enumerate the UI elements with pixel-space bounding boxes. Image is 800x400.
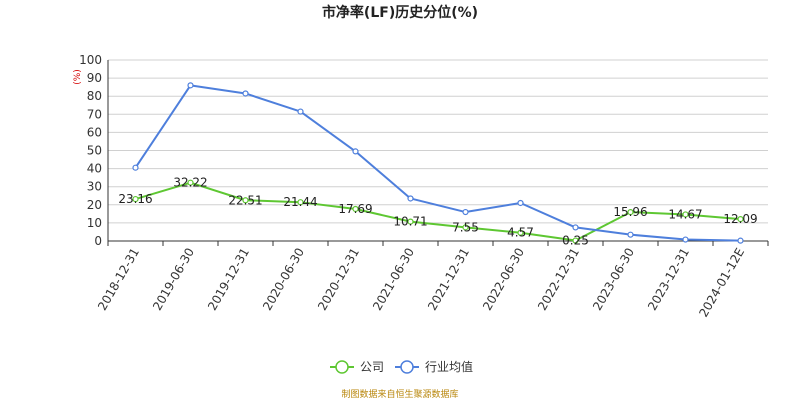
data-label: 17.69 [338,202,372,216]
source-note: 制图数据来自恒生聚源数据库 [341,388,458,400]
x-tick-label: 2024-01-12E [696,246,747,320]
data-point [132,195,139,203]
x-tick-label: 2023-12-31 [645,246,692,313]
data-label: 0.25 [562,234,589,248]
data-point [132,164,139,171]
data-point [517,229,524,236]
y-tick-label: 30 [87,180,102,194]
y-tick-label: 90 [87,71,102,85]
data-point [242,197,249,204]
data-point [462,224,469,231]
data-point [352,148,359,155]
data-label: 12.09 [723,212,757,226]
data-point [737,216,744,223]
data-point [737,237,744,244]
x-tick-label: 2021-12-31 [425,246,472,313]
y-tick-label: 80 [87,89,102,103]
data-label: 21.44 [283,195,317,209]
x-tick-label: 2023-06-30 [590,246,637,313]
data-point [627,231,634,238]
y-tick-label: 0 [94,234,102,248]
series-line [135,181,741,242]
x-tick-label: 2019-06-30 [150,246,197,313]
data-point [627,209,634,216]
x-tick-label: 2018-12-31 [95,246,142,313]
data-point [242,90,249,97]
data-point [297,199,304,206]
legend[interactable]: 公司 行业均值 [330,359,473,374]
y-axis-unit: (%) [73,69,83,85]
data-point [407,218,414,225]
y-tick-label: 50 [87,144,102,158]
data-point [682,211,689,218]
legend-item[interactable]: 行业均值 [395,359,473,374]
legend-item[interactable]: 公司 [330,360,384,374]
data-labels: 23.16 32.22 22.51 21.44 17.69 10.71 7.55 4.57 0.… [118,176,757,248]
x-tick-label: 2020-12-31 [315,246,362,313]
data-point [462,208,469,216]
legend-marker [335,360,349,374]
data-label: 23.16 [118,192,152,206]
y-tick-label: 100 [79,53,102,67]
legend-marker [400,360,414,374]
data-point [517,199,524,207]
x-tick-label: 2021-06-30 [370,246,417,313]
data-point [187,82,194,89]
data-point [572,237,579,244]
data-point [297,108,304,115]
data-label: 4.57 [507,226,534,240]
x-tick-label: 2022-06-30 [480,246,527,313]
data-label: 15.96 [613,205,647,219]
x-tick-label: 2019-12-31 [205,246,252,313]
series-line [134,84,741,242]
y-tick-label: 70 [87,107,102,121]
legend-label: 公司 [360,360,384,374]
data-label: 32.22 [173,176,207,190]
data-point [187,179,194,186]
data-point [682,236,689,243]
x-axis-ticks: 2018-12-31 2019-06-30 2019-12-31 2020-06-30… [95,241,769,320]
data-label: 22.51 [228,193,262,207]
data-label: 10.71 [393,215,427,229]
data-label: 7.55 [452,220,479,234]
data-point [407,195,414,202]
chart-title: 市净率(LF)历史分位(%) [322,4,478,21]
y-tick-label: 20 [87,198,102,212]
y-tick-label: 10 [87,216,102,230]
data-label: 14.67 [668,207,702,221]
series-layer [132,82,744,244]
data-point [352,205,359,213]
y-tick-label: 40 [87,162,102,176]
y-axis-ticks: 0 10 20 30 40 50 60 70 80 90 100 [79,53,102,248]
y-tick-label: 60 [87,125,102,139]
x-tick-label: 2022-12-31 [535,246,582,313]
x-tick-label: 2020-06-30 [260,246,307,313]
legend-label: 行业均值 [425,359,473,374]
data-point [572,224,579,231]
gridlines [108,59,768,224]
